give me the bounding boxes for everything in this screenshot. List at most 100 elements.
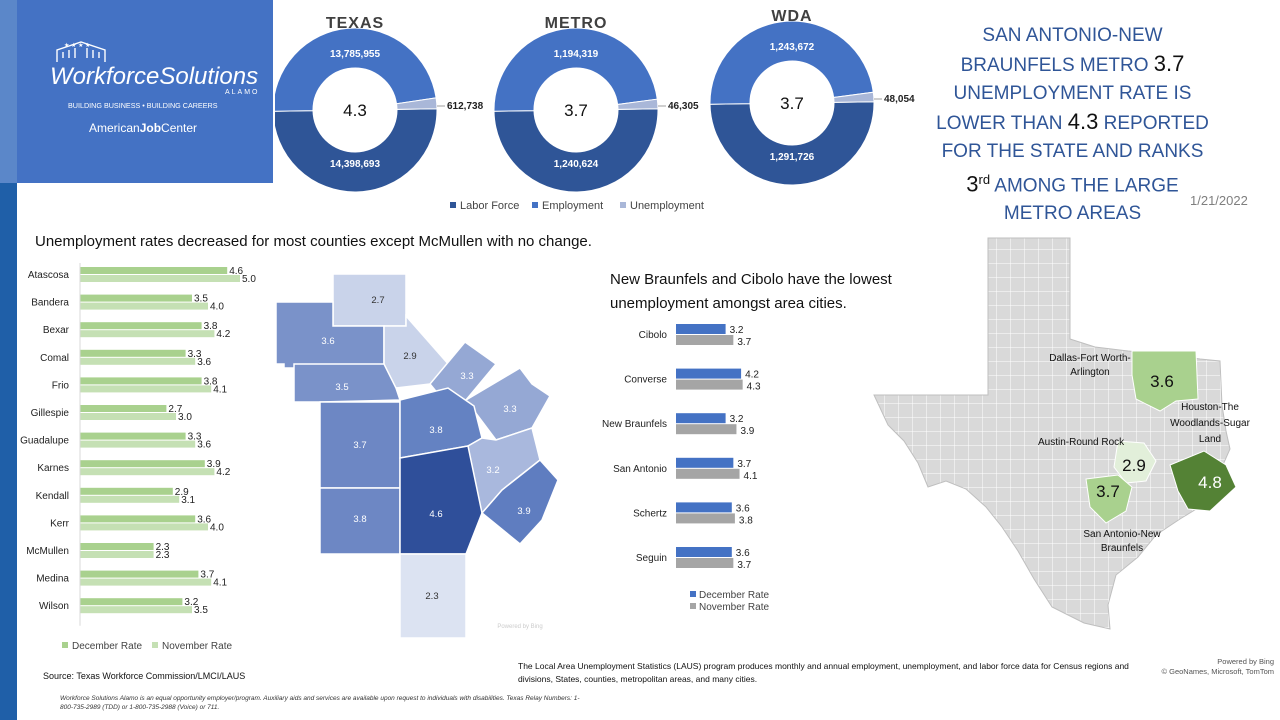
county-bar-november-comal: [80, 357, 196, 365]
houston-value: 4.8: [1198, 473, 1222, 492]
county-bar-november-karnes: [80, 468, 215, 476]
donut-legend-label-1: Employment: [542, 200, 603, 212]
county-value-december-kendall: 2.9: [175, 487, 189, 498]
source-note: Source: Texas Workforce Commission/LMCI/…: [43, 671, 246, 681]
county-bar-november-frio: [80, 385, 212, 393]
left-accent-bar-top: [0, 0, 17, 183]
county-value-november-gillespie: 3.0: [178, 412, 192, 423]
county-bar-december-frio: [80, 377, 202, 385]
logo-sub: ALAMO: [225, 89, 260, 96]
county-value-december-bexar: 3.8: [204, 321, 218, 332]
map-value-wilson: 3.2: [486, 465, 499, 476]
county-value-december-gillespie: 2.7: [168, 404, 182, 415]
county-value-november-kerr: 4.0: [210, 522, 224, 533]
county-value-november-guadalupe: 3.6: [197, 440, 211, 451]
county-bar-december-guadalupe: [80, 432, 186, 440]
county-bar-november-atascosa: [80, 275, 240, 282]
city-legend-label-1: November Rate: [699, 602, 769, 613]
city-bar-november-schertz: [676, 513, 735, 524]
donut-wda-center: 3.7: [780, 94, 804, 113]
county-legend-label-1: November Rate: [162, 641, 232, 652]
county-karnes: [480, 458, 559, 546]
county-map: 2.7 3.6 2.9 3.5 3.3 3.3 3.7 3.8 3.2 3.8 …: [275, 273, 559, 639]
donut-texas-labor-force-label: 14,398,693: [330, 159, 380, 170]
map-value-mcmullen: 2.3: [425, 591, 438, 602]
county-value-december-karnes: 3.9: [207, 459, 221, 470]
donut-wda-unemployment-slice: [833, 91, 875, 103]
city-bar-december-san-antonio: [676, 457, 734, 468]
city-value-december-new-braunfels: 3.2: [730, 414, 744, 425]
donut-texas-title: TEXAS: [326, 15, 384, 32]
city-bar-december-cibolo: [676, 324, 726, 334]
austin-region: [1113, 440, 1157, 484]
city-value-november-san-antonio: 4.1: [744, 471, 758, 482]
county-legend-label-0: December Rate: [72, 641, 142, 652]
city-label-cibolo: Cibolo: [639, 330, 668, 341]
dfw-value: 3.6: [1150, 372, 1174, 391]
city-legend-swatch-1: [690, 603, 696, 609]
county-label-wilson: Wilson: [39, 601, 69, 612]
county-value-december-wilson: 3.2: [184, 597, 198, 608]
donut-texas-labor-force-slice: [275, 108, 438, 193]
donut-wda-unemployment-label: 48,054: [884, 94, 915, 105]
city-value-november-converse: 4.3: [747, 382, 761, 393]
map-value-medina-west: 3.5: [335, 382, 348, 393]
county-bar-december-atascosa: [80, 267, 228, 274]
donut-texas-employment-slice: [275, 27, 437, 112]
donut-wda-labor-force-label: 1,291,726: [770, 152, 815, 163]
donut-legend-swatch-2: [620, 202, 626, 208]
map-value-atascosa: 4.6: [429, 509, 442, 520]
map-value-bandera: 3.6: [321, 336, 334, 347]
report-date: 1/21/2022: [1190, 193, 1248, 208]
donut-metro-employment-slice: [493, 27, 658, 112]
city-bar-december-seguin: [676, 547, 732, 557]
county-value-december-medina: 3.7: [200, 570, 214, 581]
ajc-logo: AmericanJobCenter: [89, 121, 197, 135]
county-value-november-medina: 4.1: [213, 578, 227, 589]
county-kerr: [332, 273, 407, 327]
city-value-december-cibolo: 3.2: [730, 325, 744, 336]
county-value-november-frio: 4.1: [213, 384, 227, 395]
county-bar-november-medina: [80, 578, 212, 586]
county-value-november-bexar: 4.2: [216, 329, 230, 340]
county-bar-december-gillespie: [80, 405, 167, 412]
donut-wda-employment-slice: [709, 20, 874, 105]
donut-legend-swatch-1: [532, 202, 538, 208]
county-value-november-karnes: 4.2: [216, 467, 230, 478]
county-label-medina: Medina: [36, 574, 69, 585]
austin-value: 2.9: [1122, 456, 1146, 475]
sa-value: 3.7: [1096, 482, 1120, 501]
county-label-mcmullen: McMullen: [26, 546, 69, 557]
county-label-kendall: Kendall: [36, 491, 69, 502]
donut-metro-employment-label: 1,194,319: [554, 49, 599, 60]
houston-region: [1169, 450, 1237, 512]
county-bar-november-mcmullen: [80, 551, 154, 558]
county-label-guadalupe: Guadalupe: [20, 436, 69, 447]
map-value-guadalupe: 3.3: [503, 404, 516, 415]
bing-powered: Powered by Bing: [1217, 657, 1274, 666]
laus-note: The Local Area Unemployment Statistics (…: [518, 661, 1129, 684]
city-bar-november-cibolo: [676, 335, 734, 345]
donut-wda-labor-force-slice: [709, 101, 875, 186]
city-bar-november-new-braunfels: [676, 424, 737, 435]
donut-texas-employment-label: 13,785,955: [330, 49, 380, 60]
map-value-kendall: 2.9: [403, 351, 416, 362]
workforce-logo: ★ ★ ★ ★ WorkforceSolutions ALAMO BUILDIN…: [50, 41, 260, 135]
county-value-december-mcmullen: 2.3: [156, 542, 170, 553]
county-value-december-comal: 3.3: [188, 349, 202, 360]
city-label-seguin: Seguin: [636, 553, 667, 564]
county-bar-december-comal: [80, 349, 186, 357]
map-value-frio: 3.8: [353, 514, 366, 525]
city-value-november-new-braunfels: 3.9: [740, 426, 754, 437]
logo-tagline: BUILDING BUSINESS • BUILDING CAREERS: [68, 101, 218, 110]
county-bar-december-wilson: [80, 598, 183, 606]
county-value-november-kendall: 3.1: [181, 495, 195, 506]
city-label-converse: Converse: [624, 375, 667, 386]
donut-texas-unemployment-slice: [395, 97, 438, 110]
county-value-november-wilson: 3.5: [194, 605, 208, 616]
texas-map: 3.6 2.9 4.8 3.7: [873, 237, 1237, 630]
bing-copyright: © GeoNames, Microsoft, TomTom: [1161, 667, 1275, 676]
county-value-december-guadalupe: 3.3: [188, 432, 202, 443]
